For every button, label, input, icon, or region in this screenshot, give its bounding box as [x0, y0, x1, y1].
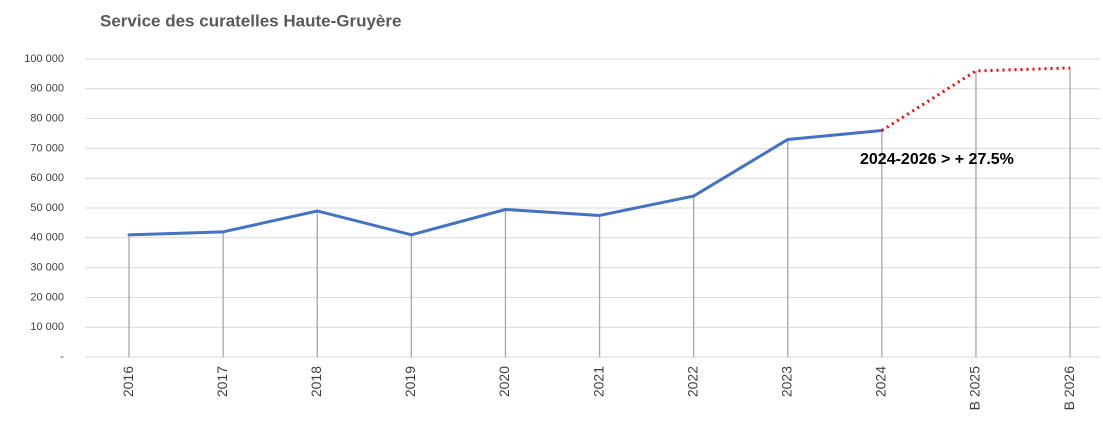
y-tick-label: -: [60, 351, 64, 363]
y-tick-label: 40 000: [30, 232, 64, 244]
line: [127, 129, 884, 237]
x-tick-label: B 2026: [1061, 366, 1077, 411]
x-tick-label: 2020: [496, 366, 512, 397]
x-tick-label: 2023: [778, 366, 794, 397]
y-tick-label: 50 000: [30, 202, 64, 214]
y-tick-label: 30 000: [30, 262, 64, 274]
x-tick-label: B 2025: [967, 366, 983, 411]
x-tick-label: 2017: [214, 366, 230, 397]
annotation: 2024-2026 > + 27.5%: [860, 151, 1014, 168]
x-tick-label: 2022: [684, 366, 700, 397]
x-tick-label: 2016: [120, 366, 136, 397]
y-tick-label: 80 000: [30, 113, 64, 125]
x-tick-label: 2018: [308, 366, 324, 397]
x-tick-label: 2024: [873, 366, 889, 397]
chart-title: Service des curatelles Haute-Gruyère: [100, 11, 401, 30]
y-tick-label: 100 000: [24, 53, 64, 65]
x-tick-label: 2019: [402, 366, 418, 397]
y-tick-label: 90 000: [30, 83, 64, 95]
y-tick-label: 60 000: [30, 172, 64, 184]
line: [881, 66, 1071, 132]
y-tick-label: 10 000: [30, 321, 64, 333]
y-tick-label: 70 000: [30, 142, 64, 154]
x-tick-label: 2021: [590, 366, 606, 397]
y-tick-label: 20 000: [30, 291, 64, 303]
